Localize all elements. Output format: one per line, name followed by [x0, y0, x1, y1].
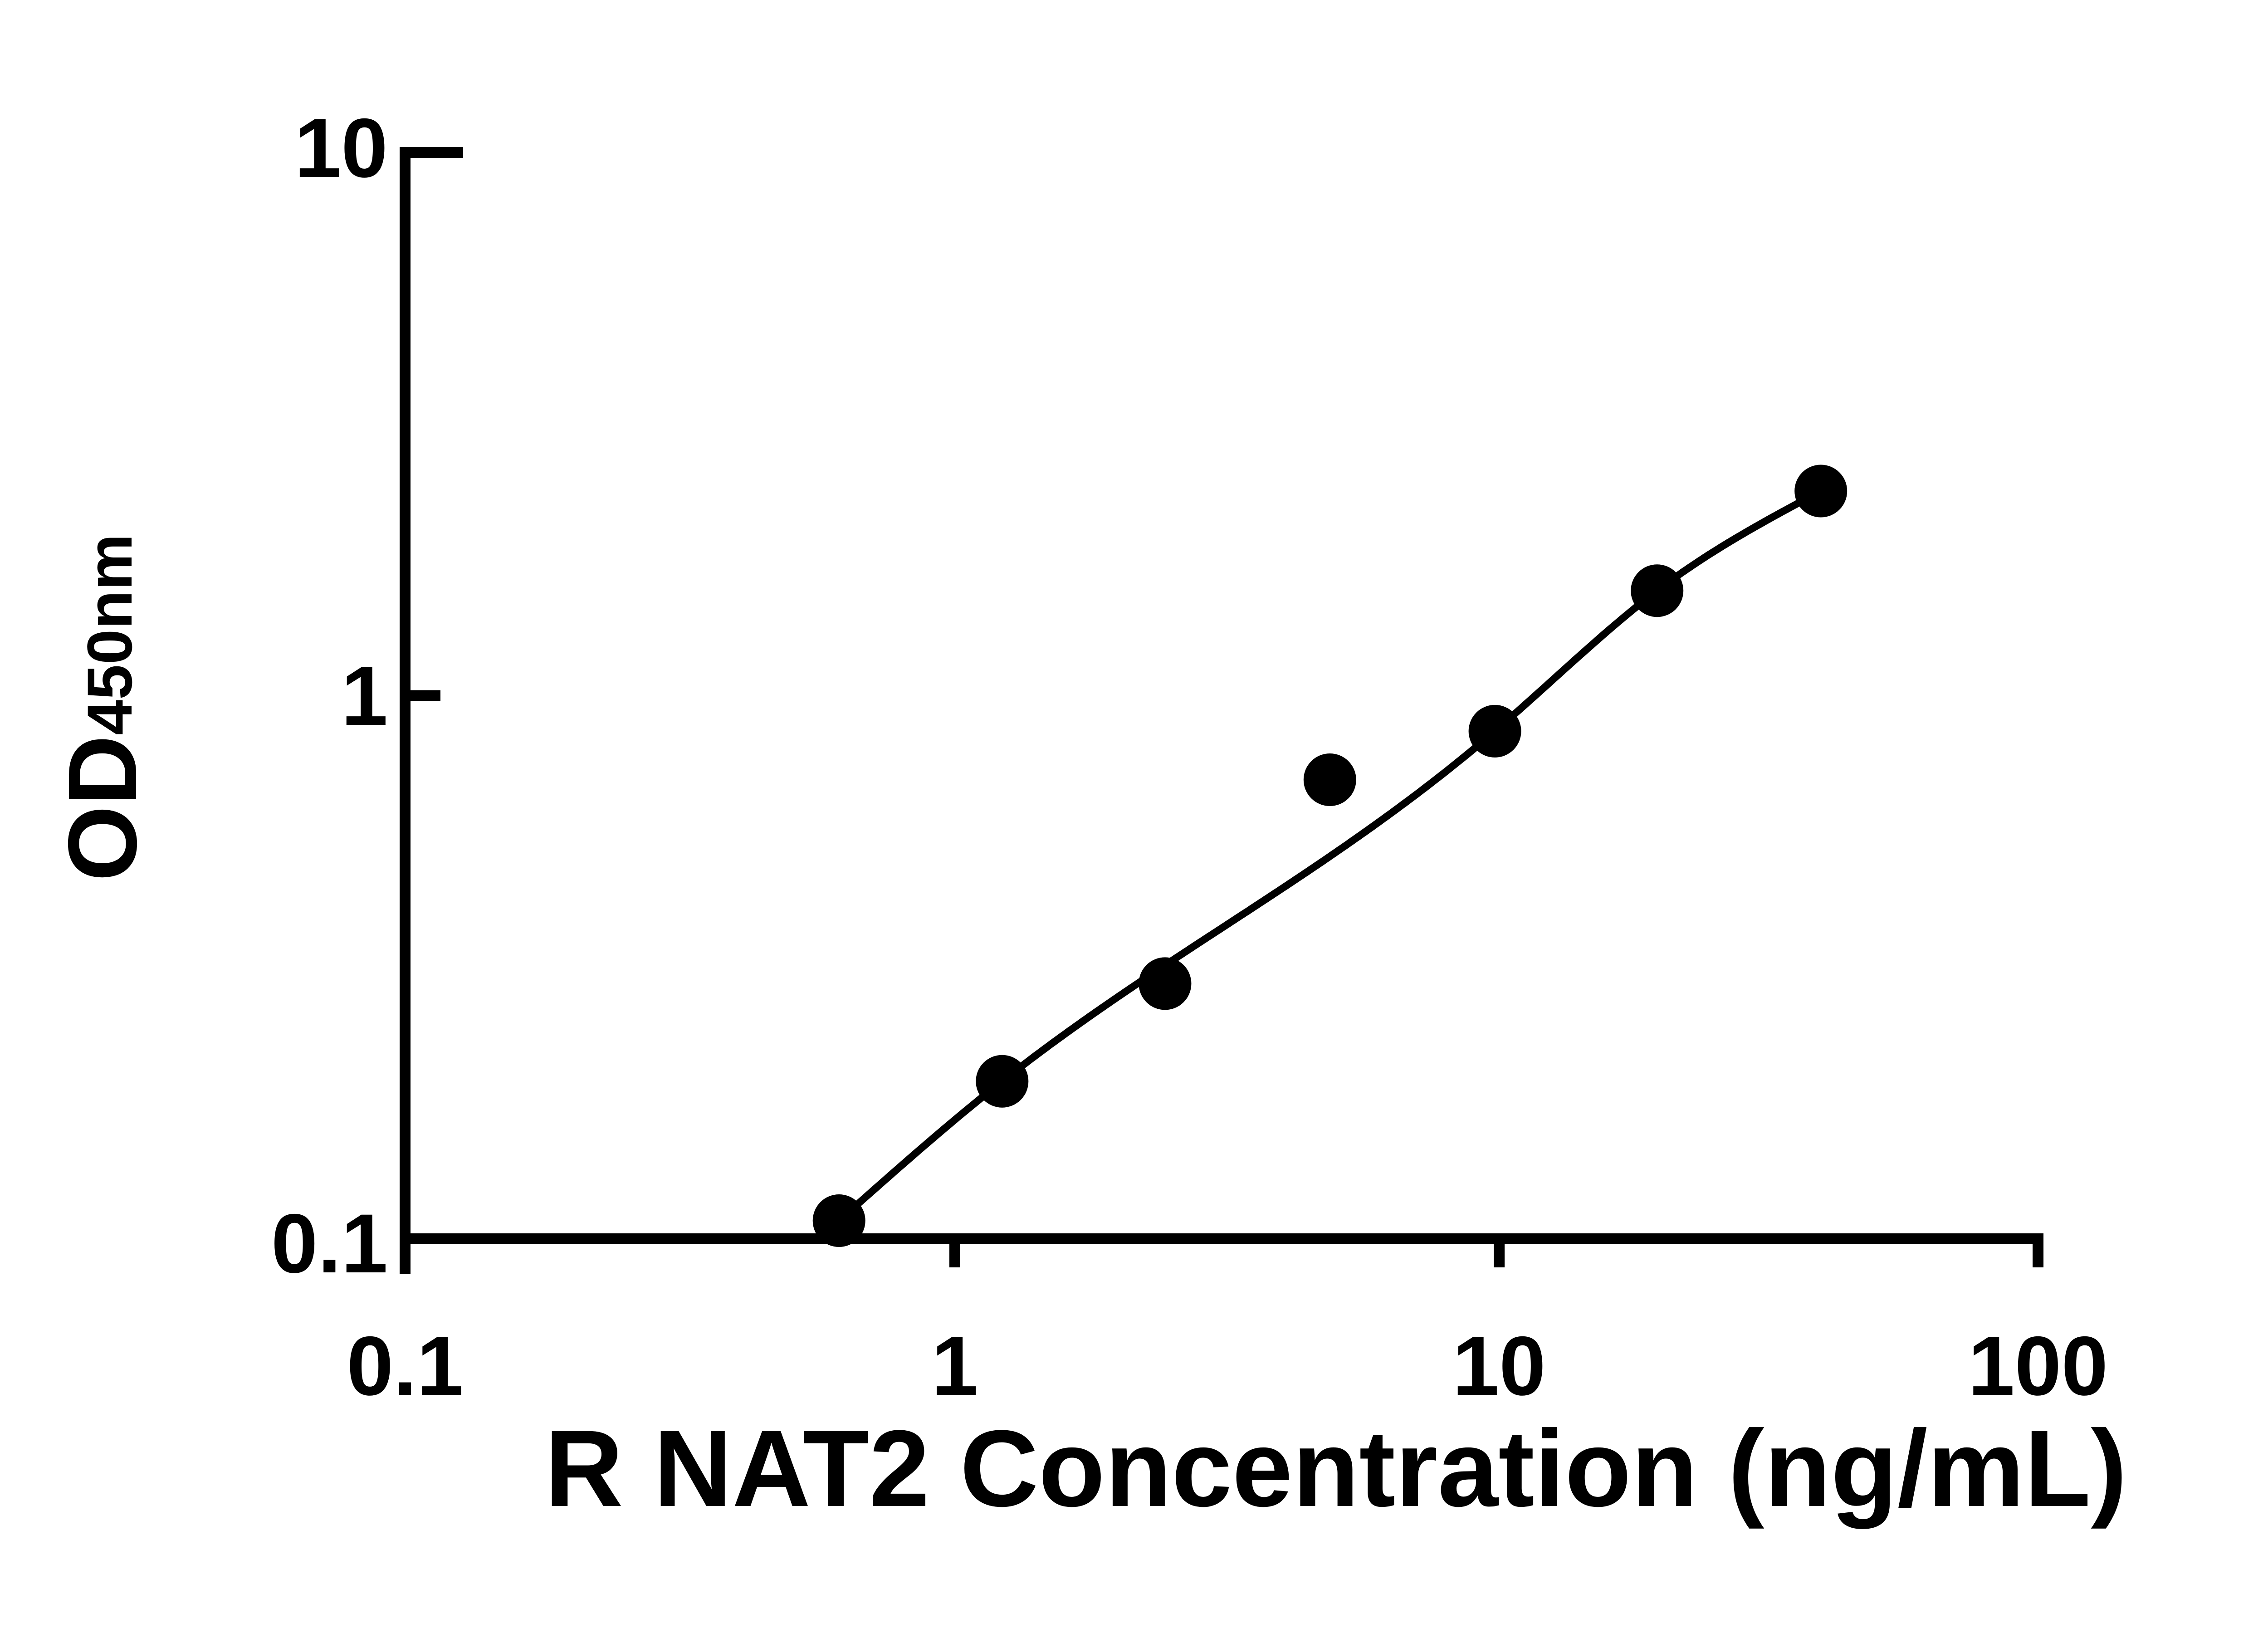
svg-text:0.1: 0.1 — [271, 1197, 388, 1291]
svg-text:100: 100 — [1968, 1320, 2108, 1413]
svg-text:10: 10 — [1452, 1320, 1546, 1413]
svg-text:1: 1 — [932, 1320, 978, 1413]
svg-text:0.1: 0.1 — [347, 1320, 463, 1413]
svg-text:1: 1 — [341, 650, 388, 743]
svg-text:10: 10 — [294, 102, 388, 195]
svg-text:R NAT2 Concentration (ng/mL): R NAT2 Concentration (ng/mL) — [545, 1408, 2127, 1529]
